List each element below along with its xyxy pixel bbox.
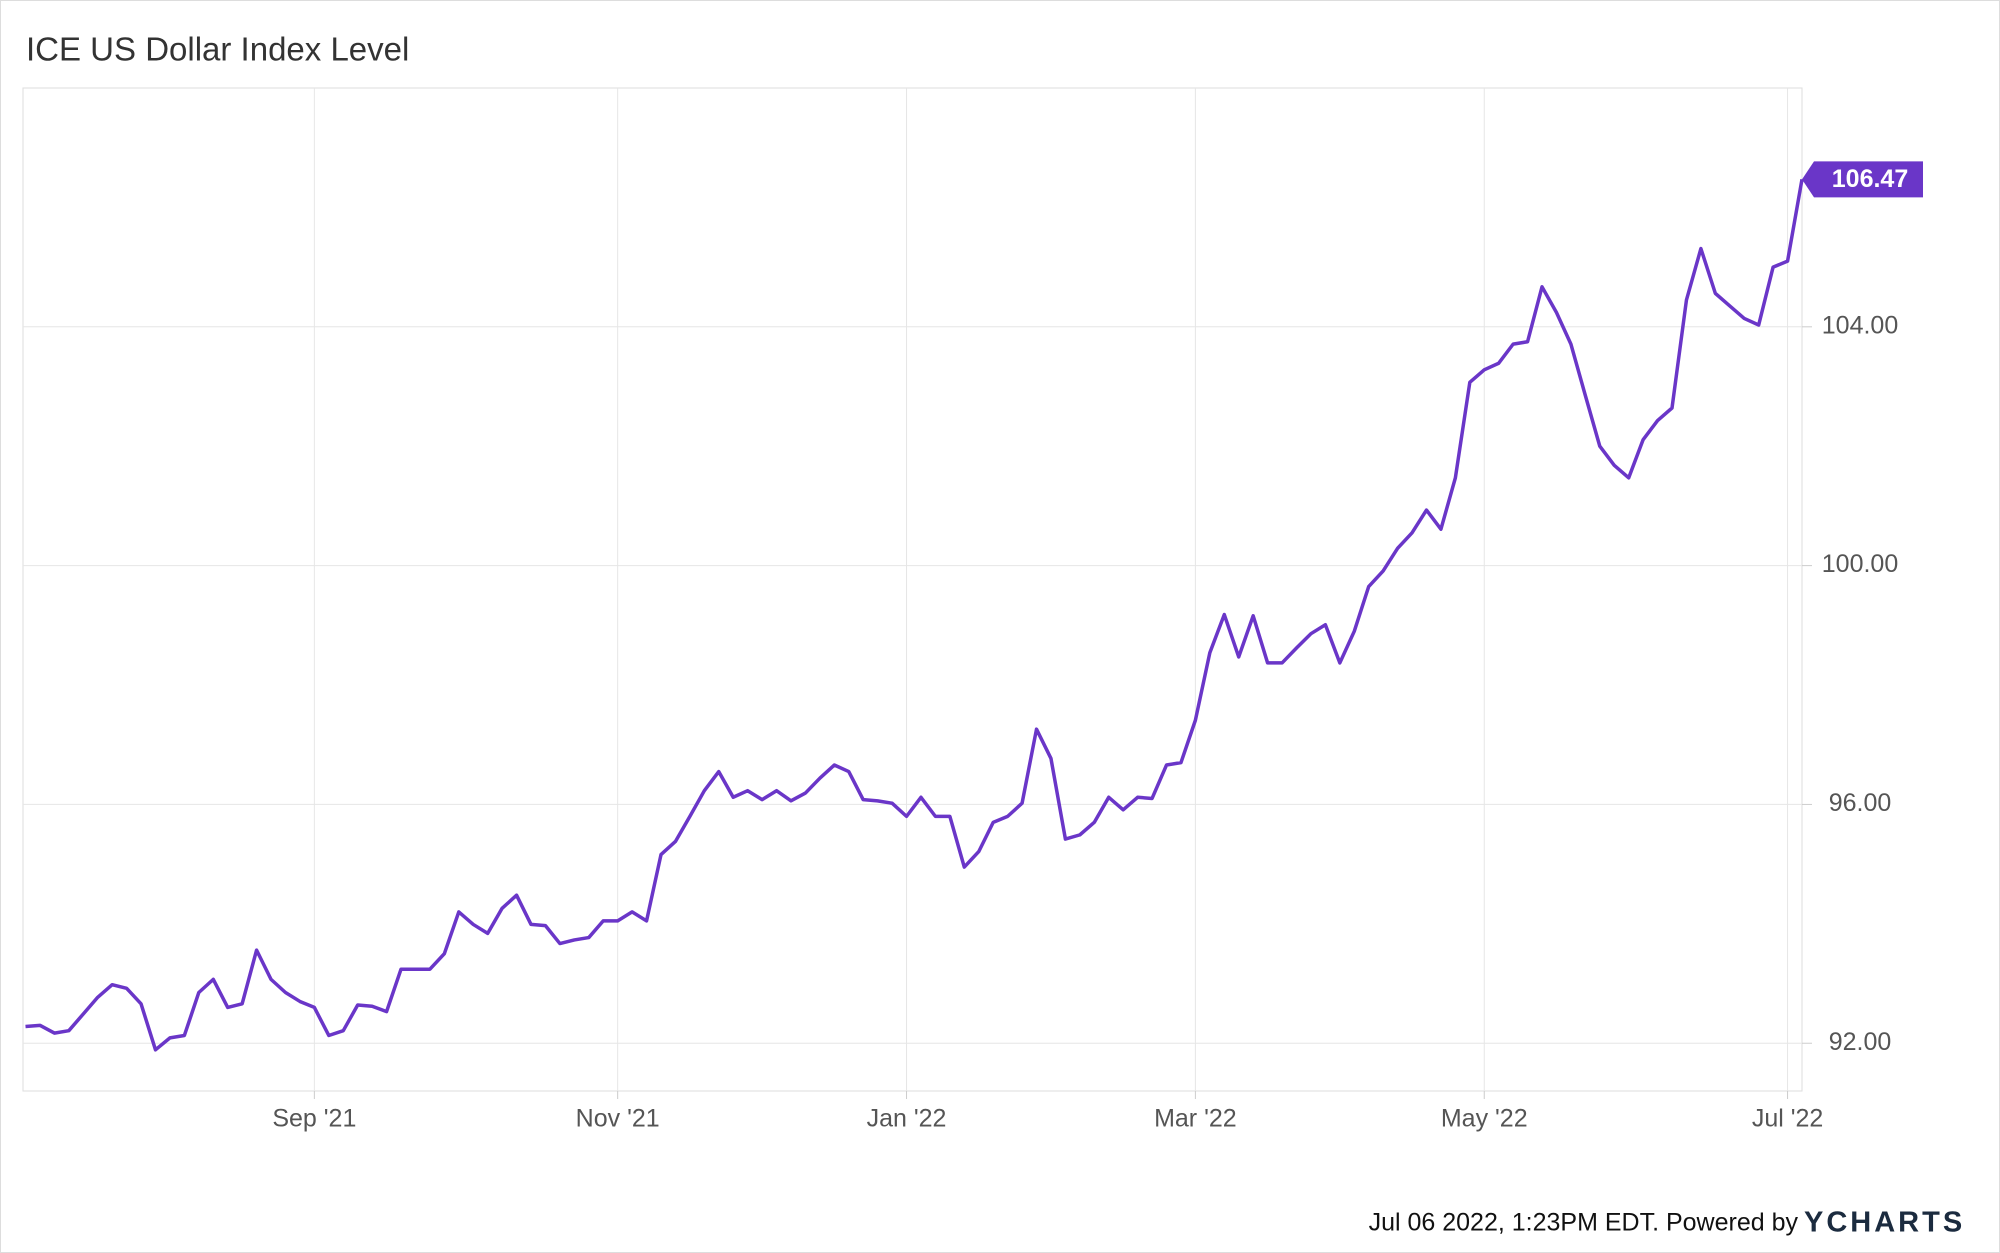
x-tick-label: May '22 xyxy=(1441,1105,1528,1133)
brand-logo[interactable]: YCHARTS xyxy=(1804,1207,1965,1239)
y-tick-label: 104.00 xyxy=(1822,311,1898,339)
x-tick-label: Mar '22 xyxy=(1154,1105,1237,1133)
x-tick-label: Jul '22 xyxy=(1752,1105,1823,1133)
plot-area xyxy=(22,87,1803,1092)
x-tick-label: Jan '22 xyxy=(867,1105,947,1133)
y-tick-label: 96.00 xyxy=(1829,789,1892,817)
line-series xyxy=(25,179,1804,1052)
chart-title: ICE US Dollar Index Level xyxy=(26,31,409,68)
last-value-tag xyxy=(1802,161,1923,198)
last-value-label: 106.47 xyxy=(1832,165,1908,193)
x-tick-label: Sep '21 xyxy=(272,1105,356,1133)
y-tick-label: 100.00 xyxy=(1822,550,1898,578)
footer-timestamp: Jul 06 2022, 1:23PM EDT. Powered by xyxy=(1369,1209,1799,1237)
y-tick-label: 92.00 xyxy=(1829,1028,1892,1056)
x-tick-label: Nov '21 xyxy=(576,1105,660,1133)
